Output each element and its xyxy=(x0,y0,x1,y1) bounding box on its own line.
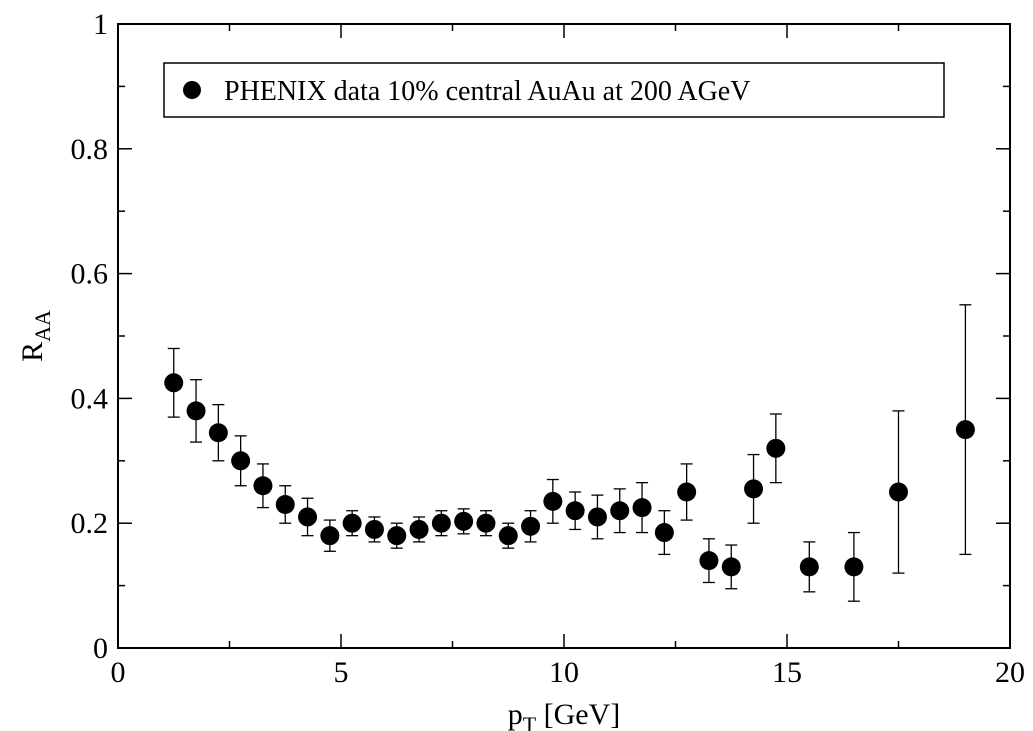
data-point xyxy=(889,482,908,502)
data-point xyxy=(342,513,362,533)
x-tick-label: 0 xyxy=(111,656,126,689)
data-point xyxy=(208,423,228,443)
data-point xyxy=(799,557,819,577)
data-point xyxy=(498,526,518,546)
x-axis-label-sub: T xyxy=(523,712,537,731)
x-tick-label: 20 xyxy=(995,656,1025,689)
data-points xyxy=(164,304,975,602)
data-point xyxy=(677,482,697,502)
data-point xyxy=(610,501,630,521)
data-point xyxy=(744,479,764,499)
x-axis-label-tail: [GeV] xyxy=(536,698,620,731)
data-point xyxy=(699,551,719,571)
data-point xyxy=(298,507,318,527)
y-axis-label: RAA xyxy=(16,310,55,362)
data-point xyxy=(431,513,451,533)
tick-labels: 0 5 10 15 20 0 0.2 0.4 0.6 0.8 1 xyxy=(71,8,1026,689)
y-tick-label: 0.8 xyxy=(71,133,109,166)
data-point xyxy=(231,451,251,471)
data-point xyxy=(409,519,429,539)
axis-ticks xyxy=(117,23,1011,649)
legend: PHENIX data 10% central AuAu at 200 AGeV xyxy=(163,62,945,118)
x-tick-label: 10 xyxy=(549,656,579,689)
y-tick-label: 1 xyxy=(93,8,108,41)
y-tick-label: 0 xyxy=(93,632,108,665)
y-tick-label: 0.4 xyxy=(71,382,109,415)
y-axis-label-sub: AA xyxy=(30,310,55,342)
data-point xyxy=(654,523,674,543)
x-axis-label: pT [GeV] xyxy=(508,698,621,731)
legend-marker xyxy=(183,81,201,99)
legend-entry: PHENIX data 10% central AuAu at 200 AGeV xyxy=(224,76,750,107)
data-point xyxy=(186,401,206,421)
data-point xyxy=(565,501,585,521)
data-point xyxy=(275,494,295,514)
y-tick-label: 0.6 xyxy=(71,258,109,291)
data-point xyxy=(766,438,786,458)
data-point xyxy=(955,420,975,440)
x-axis-label-main: p xyxy=(508,698,523,731)
data-point xyxy=(543,491,563,511)
data-point xyxy=(164,373,184,393)
data-point xyxy=(721,557,741,577)
data-point xyxy=(476,513,496,533)
data-point xyxy=(364,519,384,539)
data-point xyxy=(632,498,652,518)
data-point xyxy=(454,511,474,531)
data-point xyxy=(320,526,340,546)
data-point xyxy=(844,557,864,577)
y-tick-label: 0.2 xyxy=(71,507,109,540)
x-tick-label: 5 xyxy=(334,656,349,689)
legend-box xyxy=(163,62,945,118)
x-tick-label: 15 xyxy=(772,656,802,689)
data-point xyxy=(587,507,607,527)
y-axis-label-main: R xyxy=(16,342,49,362)
data-point xyxy=(387,526,407,546)
data-point xyxy=(253,476,273,496)
data-point xyxy=(521,516,541,536)
